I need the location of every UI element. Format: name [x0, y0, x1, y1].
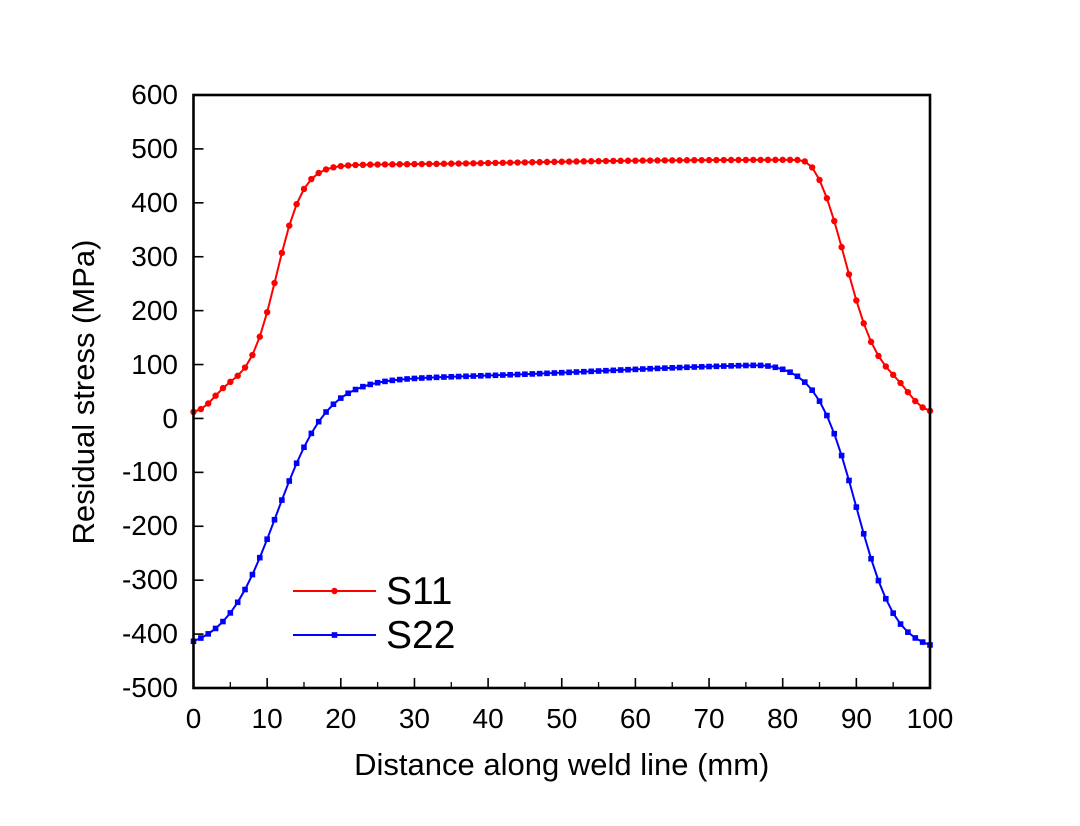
svg-text:S11: S11 — [386, 570, 453, 613]
svg-text:S22: S22 — [386, 614, 455, 657]
